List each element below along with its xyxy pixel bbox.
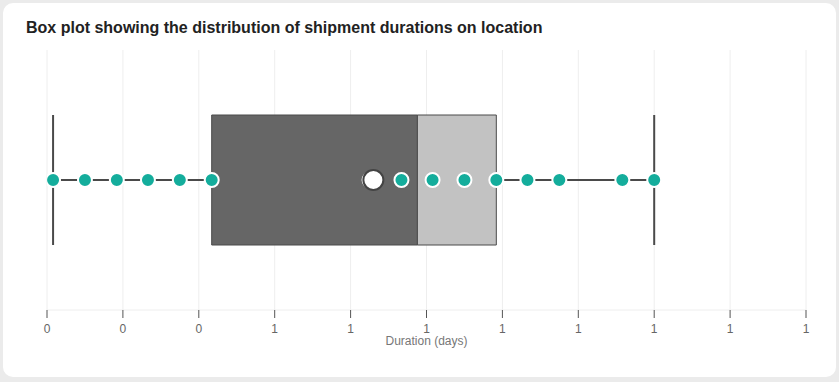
svg-text:1: 1 xyxy=(727,322,734,336)
html-text:Box plot showing the distribut: Box plot showing the distribution of shi… xyxy=(26,19,543,36)
svg-text:1: 1 xyxy=(499,322,506,336)
svg-text:0: 0 xyxy=(195,322,202,336)
svg-text:1: 1 xyxy=(575,322,582,336)
svg-text:0: 0 xyxy=(44,322,51,336)
svg-text:1: 1 xyxy=(271,322,278,336)
svg-text:1: 1 xyxy=(651,322,658,336)
svg-text:0: 0 xyxy=(120,322,127,336)
svg-text:Duration (days): Duration (days) xyxy=(385,334,467,348)
svg-text:1: 1 xyxy=(423,321,430,336)
svg-text:1: 1 xyxy=(347,322,354,336)
svg-text:1: 1 xyxy=(803,322,810,336)
